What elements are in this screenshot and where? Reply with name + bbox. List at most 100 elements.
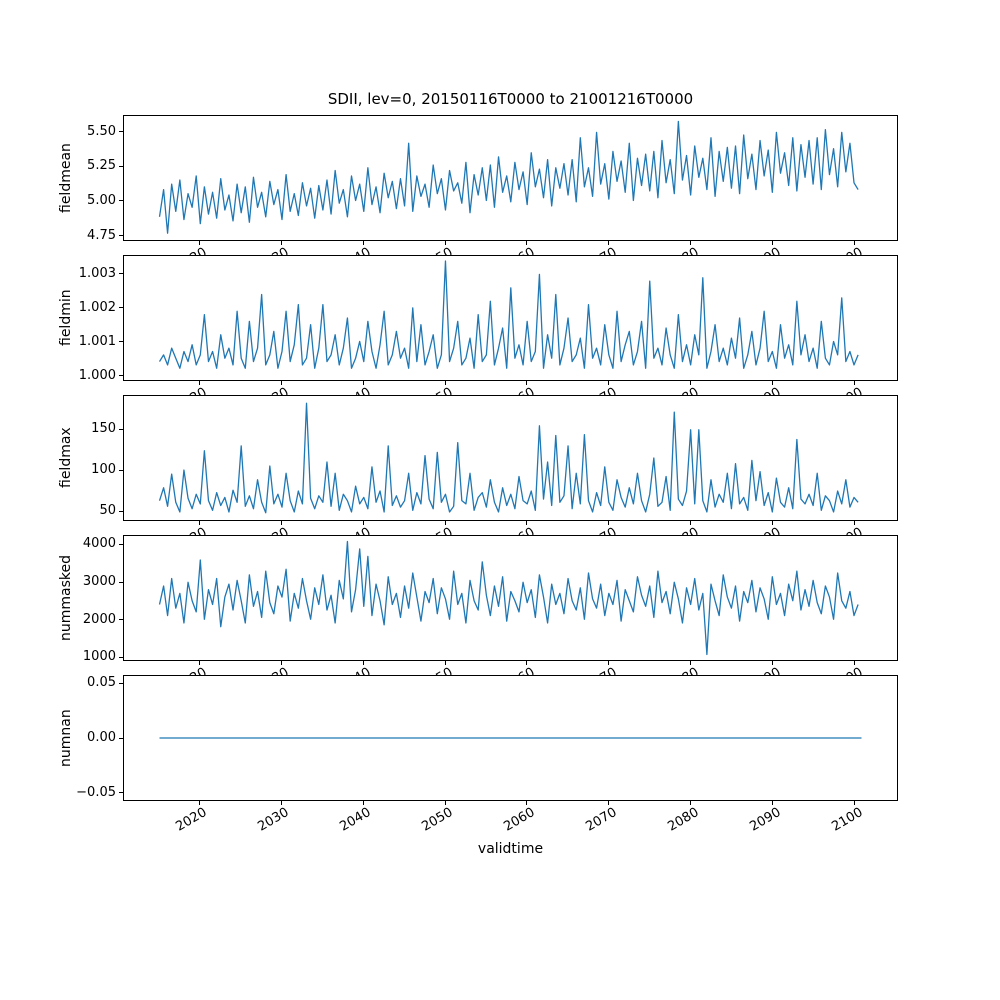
x-tick-label: 2070 (583, 665, 619, 675)
x-tick-label: 2020 (174, 525, 210, 535)
y-tick-label: 1.003 (78, 265, 116, 281)
x-tick-label: 2050 (419, 385, 455, 395)
x-tick-mark (772, 241, 774, 245)
x-tick-label: 2060 (501, 665, 537, 675)
y-tick-label: 4000 (82, 536, 116, 552)
x-tick-label: 2050 (419, 665, 455, 675)
x-tick-label: 2070 (583, 805, 620, 835)
y-tick-mark (119, 375, 123, 377)
y-tick-label: 4.75 (87, 227, 116, 243)
x-tick-label: 2040 (337, 385, 373, 395)
y-tick-mark (119, 656, 123, 658)
line-series-svg (158, 260, 859, 369)
y-tick-mark (119, 131, 123, 133)
x-tick-label: 2020 (174, 665, 210, 675)
x-tick-mark (608, 801, 610, 805)
y-tick-label: 5.00 (87, 192, 116, 208)
x-tick-strip: 2020 2030 2040 2050 2060 2070 2080 2090 2100 (0, 383, 1000, 395)
x-tick-mark (280, 521, 282, 525)
y-tick-mark (119, 273, 123, 275)
x-tick-mark (854, 241, 856, 245)
x-tick-mark (608, 381, 610, 385)
subplot-fieldmin: fieldmin 2020203020402050206020702080209… (0, 255, 1000, 395)
x-tick-label: 2050 (419, 805, 456, 835)
x-tick-label: 2030 (255, 805, 292, 835)
x-tick-mark (608, 241, 610, 245)
x-tick-mark (362, 521, 364, 525)
x-tick-label: 2030 (255, 385, 291, 395)
y-tick-mark (119, 792, 123, 794)
y-tick-label: −0.05 (76, 784, 116, 800)
y-tick-mark (119, 428, 123, 430)
x-tick-mark (526, 801, 528, 805)
x-tick-mark (444, 801, 446, 805)
x-tick-label: 2100 (829, 385, 865, 395)
x-tick-mark (198, 801, 200, 805)
y-tick-label: 1.002 (78, 299, 116, 315)
nummasked-line (158, 540, 859, 656)
x-tick-label: 2100 (828, 805, 866, 835)
x-tick-mark (690, 521, 692, 525)
x-tick-label: 2090 (747, 385, 783, 395)
x-tick-mark (608, 661, 610, 665)
x-tick-label: 2020 (174, 385, 210, 395)
y-tick-label: 50 (99, 503, 116, 519)
y-tick-label: 2000 (82, 611, 116, 627)
y-tick-mark (119, 307, 123, 309)
x-tick-label: 2020 (174, 245, 210, 255)
x-tick-label: 2040 (337, 245, 373, 255)
line-series-svg (158, 120, 859, 234)
x-tick-mark (526, 661, 528, 665)
plot-area-numnan (123, 675, 898, 801)
x-tick-label: 2080 (665, 385, 701, 395)
x-tick-label: 2070 (583, 525, 619, 535)
y-tick-mark (119, 510, 123, 512)
y-tick-mark (119, 200, 123, 202)
y-tick-mark (119, 682, 123, 684)
x-tick-mark (772, 381, 774, 385)
y-tick-label: 1000 (82, 649, 116, 665)
line-series-svg (159, 737, 862, 739)
y-tick-label: 150 (91, 421, 116, 437)
y-tick-label: 1.001 (78, 333, 116, 349)
x-tick-mark (280, 381, 282, 385)
y-axis-label-nummasked: nummasked (58, 555, 74, 642)
y-axis-label-fieldmax: fieldmax (58, 427, 74, 489)
x-tick-label: 2090 (747, 805, 784, 835)
x-tick-label: 2040 (337, 525, 373, 535)
x-tick-label: 2090 (747, 245, 783, 255)
x-tick-mark (690, 661, 692, 665)
subplot-numnan: numnan 2020 2030 2040 2050 2060 2070 2080 2090 2… (0, 675, 1000, 835)
y-tick-label: 0.05 (87, 675, 116, 691)
x-tick-label: 2060 (501, 385, 537, 395)
x-tick-mark (280, 661, 282, 665)
subplot-fieldmax: fieldmax 2020 2030 2040 2050 2060 2070 2080 209… (0, 395, 1000, 535)
fieldmin-line (158, 260, 859, 369)
x-tick-label: 2080 (665, 665, 701, 675)
x-tick-label: 2100 (829, 525, 865, 535)
x-tick-mark (198, 521, 200, 525)
y-tick-label: 100 (91, 462, 116, 478)
x-tick-label: 2020 (173, 805, 210, 835)
x-tick-mark (198, 241, 200, 245)
x-tick-mark (198, 661, 200, 665)
x-tick-label: 2040 (337, 805, 374, 835)
x-tick-mark (362, 241, 364, 245)
y-tick-mark (119, 543, 123, 545)
plot-area-fieldmean (123, 115, 898, 241)
x-tick-mark (854, 381, 856, 385)
fieldmax-line (158, 402, 859, 514)
x-tick-label: 2060 (501, 525, 537, 535)
subplot-nummasked: nummasked 202020302040205020602070208020… (0, 535, 1000, 675)
x-tick-strip: 2020 2030 2040 2050 2060 2070 2080 2090 2100 (0, 523, 1000, 535)
x-tick-mark (608, 521, 610, 525)
y-tick-label: 1.000 (78, 367, 116, 383)
subplot-fieldmean: fieldmean 202020302040205020602070208020… (0, 115, 1000, 255)
y-tick-label: 5.25 (87, 158, 116, 174)
x-tick-label: 2030 (255, 245, 291, 255)
x-tick-mark (280, 801, 282, 805)
x-tick-label: 2050 (419, 245, 455, 255)
x-tick-label: 2070 (583, 385, 619, 395)
fieldmean-line (158, 120, 859, 234)
